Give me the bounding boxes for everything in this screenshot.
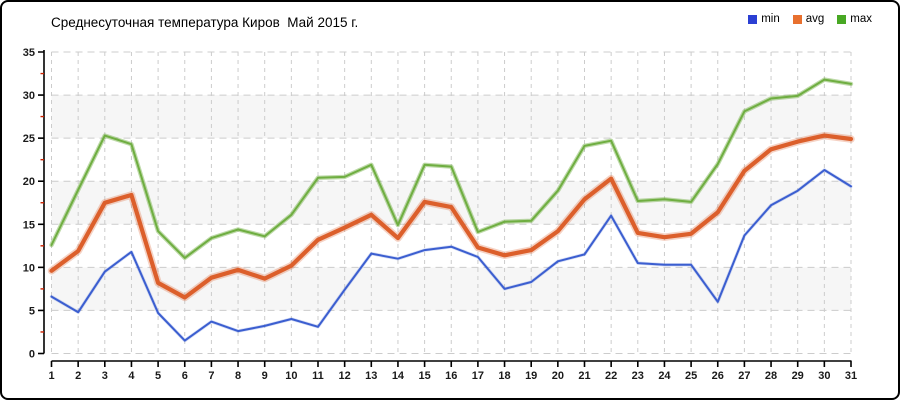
x-tick-label: 6 [182, 370, 188, 382]
x-tick-label: 7 [208, 370, 214, 382]
y-tick-label: 30 [23, 90, 35, 102]
series-line-min [50, 169, 852, 342]
x-tick-label: 2 [75, 370, 81, 382]
legend-swatch-min-icon [748, 14, 758, 24]
x-tick-label: 24 [658, 370, 671, 382]
y-tick-label: 5 [29, 305, 35, 317]
series-line-max [50, 78, 852, 259]
x-tick-label: 26 [712, 370, 724, 382]
x-tick-label: 4 [128, 370, 135, 382]
x-tick-label: 25 [685, 370, 697, 382]
y-tick-label: 25 [23, 133, 35, 145]
x-tick-label: 23 [632, 370, 644, 382]
y-tick-label: 20 [23, 176, 35, 188]
x-tick-label: 17 [472, 370, 484, 382]
legend-item-max: max [837, 13, 872, 25]
legend-item-avg: avg [792, 13, 825, 25]
legend-label-avg: avg [805, 13, 825, 25]
x-tick-label: 13 [365, 370, 377, 382]
legend-item-min: min [748, 13, 780, 25]
chart-title: Среднесуточная температура Киров Май 201… [51, 15, 359, 30]
legend-label-max: max [850, 13, 872, 25]
series-line-avg [49, 133, 854, 300]
y-tick-label: 15 [23, 219, 35, 231]
x-tick-label: 21 [578, 370, 590, 382]
x-tick-label: 3 [102, 370, 108, 382]
legend-swatch-max-icon [837, 14, 847, 24]
x-tick-label: 12 [339, 370, 351, 382]
y-tick-label: 35 [23, 47, 35, 59]
x-tick-label: 15 [418, 370, 430, 382]
y-tick-label: 0 [29, 349, 35, 361]
x-tick-label: 27 [738, 370, 750, 382]
x-tick-label: 10 [285, 370, 297, 382]
x-tick-label: 16 [445, 370, 457, 382]
x-tick-label: 19 [525, 370, 537, 382]
x-tick-label: 31 [845, 370, 857, 382]
y-tick-label: 10 [23, 262, 35, 274]
x-tick-label: 28 [765, 370, 777, 382]
x-tick-label: 20 [552, 370, 564, 382]
x-tick-label: 18 [498, 370, 510, 382]
x-tick-label: 8 [235, 370, 241, 382]
x-tick-label: 1 [48, 370, 54, 382]
legend: min avg max [748, 13, 872, 25]
x-tick-label: 14 [392, 370, 405, 382]
legend-swatch-avg-icon [792, 14, 802, 24]
x-tick-label: 30 [818, 370, 830, 382]
x-tick-label: 9 [262, 370, 268, 382]
legend-label-min: min [761, 13, 780, 25]
x-tick-label: 11 [312, 370, 324, 382]
x-tick-label: 5 [155, 370, 161, 382]
x-tick-label: 29 [792, 370, 804, 382]
x-tick-label: 22 [605, 370, 617, 382]
